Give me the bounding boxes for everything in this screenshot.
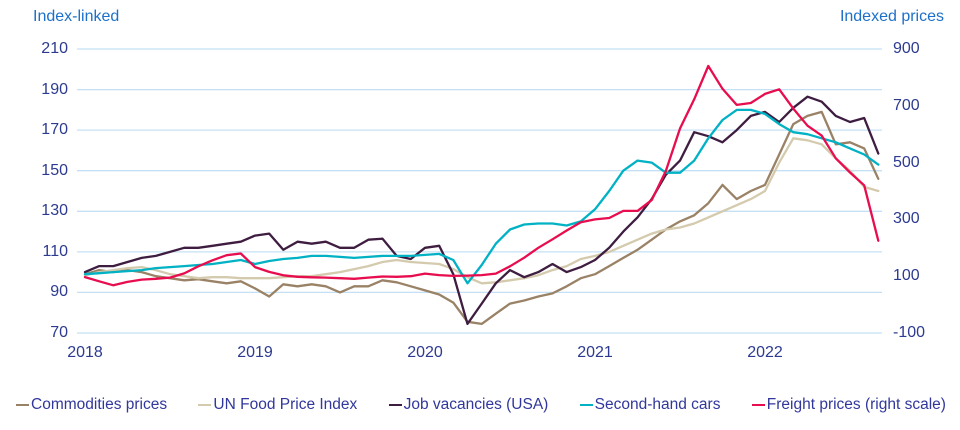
legend-label: Job vacancies (USA) (403, 396, 549, 413)
left-axis-title: Index-linked (33, 8, 120, 25)
x-tick-label: 2020 (407, 344, 443, 361)
plot-area (77, 48, 882, 334)
series-line-job-vacancies-usa- (83, 95, 880, 326)
legend-label: UN Food Price Index (213, 396, 358, 413)
left-tick-label: 110 (42, 243, 68, 260)
series-line-un-food-price-index (83, 137, 880, 285)
legend-item: Commodities prices (16, 396, 167, 414)
legend-label: Freight prices (right scale) (766, 396, 946, 413)
right-tick-label: -100 (893, 324, 926, 341)
left-tick-label: 190 (41, 81, 68, 98)
chart-legend: Commodities prices UN Food Price Index Job… (0, 392, 960, 418)
legend-item: Job vacancies (USA) (388, 396, 549, 414)
right-tick-label: 500 (893, 154, 920, 171)
legend-dash-icon (388, 403, 402, 407)
x-tick-label: 2019 (237, 344, 273, 361)
right-tick-label: 300 (893, 210, 920, 227)
legend-item: Second-hand cars (579, 396, 721, 414)
series-line-freight-prices-right-scale- (83, 64, 880, 287)
legend-item: UN Food Price Index (198, 396, 357, 414)
x-tick-label: 2021 (577, 344, 613, 361)
legend-label: Commodities prices (31, 396, 168, 413)
left-tick-label: 130 (41, 202, 68, 219)
left-tick-label: 210 (41, 40, 68, 57)
series-line-commodities-prices (83, 110, 880, 326)
legend-item: Freight prices (right scale) (751, 396, 946, 414)
left-tick-label: 70 (50, 324, 68, 341)
left-tick-label: 150 (41, 162, 68, 179)
x-tick-label: 2018 (67, 344, 103, 361)
left-tick-label: 170 (41, 121, 68, 138)
right-axis-title: Indexed prices (839, 8, 944, 25)
legend-dash-icon (16, 403, 29, 407)
right-tick-label: 700 (893, 97, 920, 114)
x-tick-label: 2022 (747, 344, 783, 361)
legend-dash-icon (751, 403, 765, 407)
right-tick-label: 900 (893, 40, 920, 57)
series-line-second-hand-cars (83, 108, 880, 285)
legend-dash-icon (198, 403, 212, 407)
left-tick-label: 90 (50, 283, 68, 300)
legend-label: Second-hand cars (594, 396, 721, 413)
right-tick-label: 100 (893, 267, 920, 284)
legend-dash-icon (579, 403, 593, 407)
